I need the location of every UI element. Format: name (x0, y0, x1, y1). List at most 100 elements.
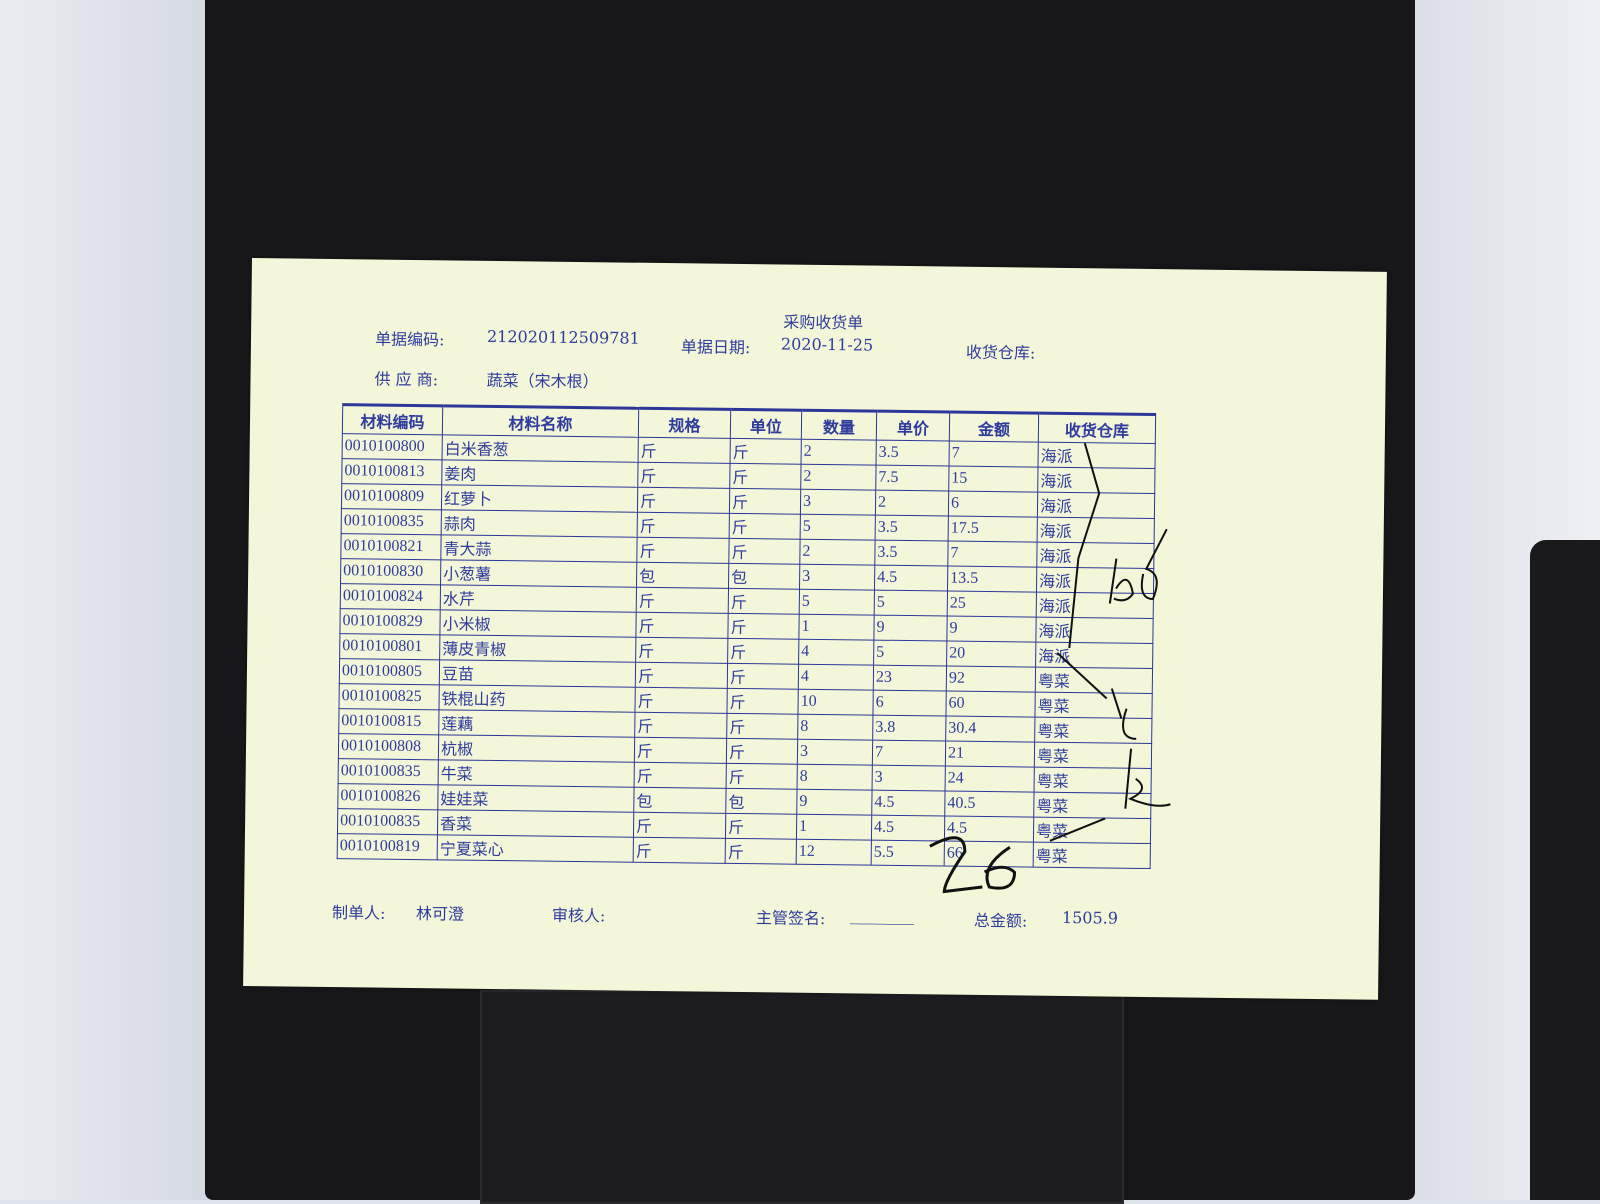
table-cell: 0010100835 (341, 508, 442, 535)
table-cell: 包 (633, 787, 727, 814)
table-cell: 21 (945, 741, 1035, 768)
table-cell: 6 (948, 491, 1038, 518)
table-cell: 0010100808 (338, 733, 439, 760)
table-cell: 0010100801 (339, 633, 440, 660)
table-cell: 4.5 (871, 790, 946, 817)
items-table: 材料编码 材料名称 规格 单位 数量 单价 金额 收货仓库 0010100800 白米香葱斤斤 2… (337, 403, 1157, 869)
supervisor-label: 主管签名: (755, 908, 826, 929)
table-cell: 30.4 (945, 716, 1035, 743)
table-cell: 3.8 (872, 715, 946, 742)
table-cell: 3.5 (874, 540, 949, 567)
column-header: 金额 (949, 412, 1039, 443)
table-cell: 粤菜 (1034, 767, 1152, 794)
table-cell: 莲藕 (438, 709, 635, 738)
table-cell: 薄皮青椒 (439, 634, 636, 663)
table-cell: 豆苗 (439, 659, 636, 688)
column-header: 材料名称 (442, 405, 639, 438)
table-cell: 0010100805 (339, 658, 440, 685)
table-cell: 包 (725, 788, 798, 815)
table-cell: 斤 (637, 512, 730, 539)
table-cell: 5 (800, 514, 876, 541)
table-cell: 0010100824 (340, 583, 441, 610)
table-cell: 铁棍山药 (438, 684, 636, 713)
table-cell: 2 (799, 539, 876, 566)
maker-label: 制单人: (331, 903, 386, 923)
table-cell: 粤菜 (1034, 742, 1152, 769)
table-cell: 杭椒 (438, 734, 635, 763)
table-cell: 斤 (730, 438, 802, 465)
table-cell: 斤 (634, 687, 728, 714)
column-header: 单价 (876, 411, 950, 442)
table-cell: 斤 (726, 738, 798, 765)
table-cell: 水芹 (440, 584, 637, 613)
table-cell: 60 (945, 691, 1036, 718)
table-cell: 5 (874, 590, 948, 617)
table-cell: 斤 (636, 537, 730, 564)
table-cell: 0010100809 (341, 483, 442, 510)
table-cell: 斤 (635, 612, 729, 639)
table-cell: 小葱薯 (440, 559, 637, 588)
table-cell: 15 (948, 466, 1039, 493)
table-cell: 2 (800, 464, 877, 491)
total-amount: 1505.9 (1061, 907, 1119, 928)
table-cell: 9 (946, 616, 1037, 643)
table-cell: 粤菜 (1035, 667, 1153, 694)
table-cell: 海派 (1036, 567, 1154, 594)
table-cell: 海派 (1036, 592, 1154, 619)
table-cell: 0010100825 (339, 683, 440, 710)
side-object (1530, 540, 1600, 1200)
date: 2020-11-25 (780, 334, 874, 355)
table-cell: 3.5 (875, 515, 949, 542)
table-cell: 粤菜 (1034, 717, 1152, 744)
table-cell: 4 (798, 639, 874, 666)
order-no: 212020112509781 (486, 326, 640, 348)
table-cell: 粤菜 (1033, 842, 1151, 869)
table-cell: 斤 (725, 838, 797, 865)
table-cell: 斤 (726, 688, 799, 715)
document-title: 采购收货单 (783, 312, 864, 333)
table-cell: 2 (875, 490, 949, 517)
table-cell: 斤 (634, 737, 727, 764)
date-label: 单据日期: (680, 337, 751, 358)
table-cell: 宁夏菜心 (437, 834, 634, 863)
table-cell: 斤 (635, 662, 728, 689)
table-cell: 斤 (725, 813, 797, 840)
table-cell: 7 (949, 441, 1039, 468)
table-cell: 66 (944, 841, 1034, 868)
table-cell: 5 (799, 589, 875, 616)
table-cell: 0010100829 (339, 608, 441, 635)
table-cell: 8 (797, 764, 873, 791)
table-cell: 4 (798, 664, 874, 691)
supplier-label: 供 应 商: (374, 369, 439, 390)
table-cell: 斤 (638, 437, 731, 464)
table-cell: 5 (873, 640, 947, 667)
table-cell: 10 (797, 689, 874, 716)
table-cell: 5.5 (871, 840, 945, 867)
table-cell: 斤 (637, 462, 731, 489)
table-cell: 92 (946, 666, 1036, 693)
table-cell: 0010100813 (341, 458, 443, 485)
table-cell: 25 (947, 591, 1037, 618)
table-cell: 粤菜 (1033, 817, 1151, 844)
table-cell: 8 (797, 714, 873, 741)
table-cell: 海派 (1037, 517, 1155, 544)
table-cell: 4.5 (874, 565, 948, 592)
column-header: 数量 (801, 410, 877, 441)
table-cell: 0010100819 (337, 833, 438, 860)
table-cell: 海派 (1037, 467, 1155, 494)
table-cell: 0010100835 (338, 758, 439, 785)
table-cell: 斤 (729, 463, 802, 490)
table-cell: 1 (798, 614, 875, 641)
table-cell: 9 (873, 615, 948, 642)
table-cell: 3 (797, 739, 873, 766)
table-cell: 40.5 (944, 791, 1035, 818)
table-cell: 红萝卜 (441, 484, 638, 513)
table-cell: 斤 (634, 762, 727, 789)
warehouse-label: 收货仓库: (965, 342, 1036, 363)
table-cell: 斤 (726, 763, 798, 790)
maker: 林可澄 (415, 904, 465, 924)
table-cell: 海派 (1035, 642, 1153, 669)
table-cell: 斤 (634, 712, 727, 739)
column-header: 规格 (638, 408, 731, 439)
background-wall-left (0, 0, 210, 1200)
